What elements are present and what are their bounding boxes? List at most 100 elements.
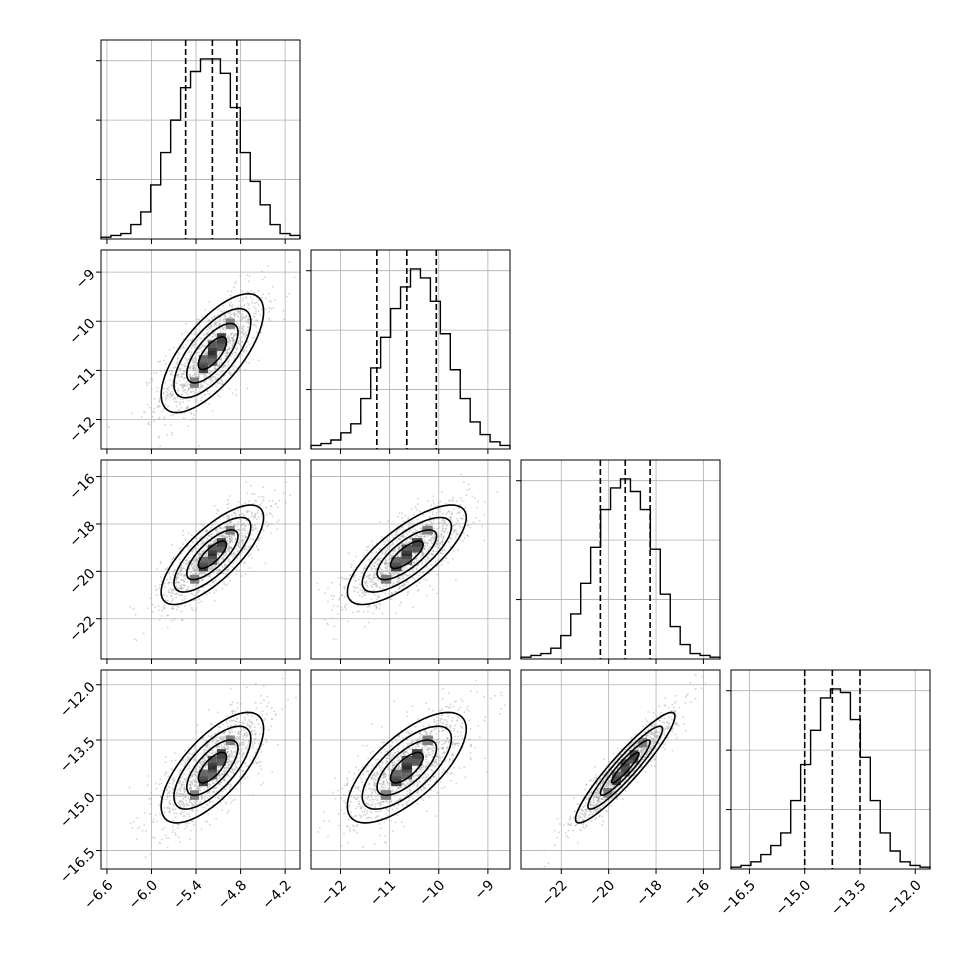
scatter-point (214, 565, 217, 568)
scatter-point (226, 572, 229, 575)
scatter-point (207, 735, 210, 737)
scatter-point (273, 710, 276, 713)
scatter-point (238, 330, 241, 332)
scatter-point (208, 823, 211, 826)
scatter-point (257, 509, 260, 512)
scatter-point (170, 414, 173, 417)
scatter-point (401, 566, 404, 569)
scatter-point (233, 313, 236, 316)
scatter-point (265, 297, 267, 300)
scatter-point (432, 502, 435, 505)
scatter-point (213, 367, 216, 370)
scatter-point (216, 746, 218, 749)
scatter-point (231, 365, 234, 368)
scatter-point (202, 750, 205, 752)
contour-0 (197, 335, 228, 371)
scatter-point (356, 587, 359, 589)
scatter-point (231, 344, 234, 347)
scatter-point (206, 339, 209, 342)
scatter-point (208, 319, 211, 322)
scatter-point (333, 625, 336, 628)
scatter-point (462, 514, 465, 517)
scatter-point (236, 528, 239, 531)
scatter-point (177, 373, 180, 376)
scatter-point (202, 542, 205, 544)
scatter-point (212, 375, 215, 378)
scatter-point (350, 563, 353, 566)
scatter-point (250, 290, 252, 293)
scatter-point (232, 562, 234, 564)
scatter-point (448, 541, 451, 543)
scatter-point (175, 585, 178, 588)
scatter-point (207, 796, 209, 799)
scatter-point (397, 547, 400, 549)
scatter-point (335, 638, 337, 641)
scatter-point (251, 301, 254, 304)
scatter-point (267, 522, 270, 525)
scatter-point (213, 599, 216, 602)
scatter-point (372, 545, 374, 547)
scatter-point (483, 513, 486, 516)
scatter-point (187, 399, 190, 402)
scatter-point (431, 588, 434, 591)
scatter-point (226, 354, 229, 357)
scatter-point (259, 537, 262, 539)
scatter-point (231, 565, 233, 568)
scatter-point (242, 333, 245, 336)
scatter-point (162, 606, 165, 609)
scatter-point (424, 558, 427, 561)
scatter-point (357, 591, 360, 594)
scatter-point (370, 598, 373, 601)
scatter-point (250, 731, 253, 733)
scatter-point (230, 553, 233, 556)
scatter-point (230, 332, 233, 335)
scatter-point (231, 701, 234, 703)
scatter-point (343, 586, 346, 588)
scatter-point (229, 579, 231, 582)
scatter-point (204, 401, 207, 404)
scatter-point (367, 604, 370, 607)
scatter-point (243, 529, 245, 532)
scatter-point (108, 426, 110, 429)
scatter-point (377, 559, 380, 561)
scatter-point (262, 529, 265, 532)
scatter-point (405, 574, 407, 576)
scatter-point (228, 517, 231, 520)
scatter-point (235, 721, 238, 723)
contour-1 (185, 322, 239, 384)
scatter-point (437, 517, 440, 520)
scatter-point (194, 392, 196, 395)
scatter-point (220, 358, 223, 361)
scatter-point (461, 526, 464, 529)
scatter-point (260, 783, 263, 786)
scatter-point (419, 510, 421, 513)
scatter-point (166, 846, 169, 849)
scatter-point (268, 292, 270, 295)
scatter-point (228, 560, 231, 563)
scatter-point (397, 555, 399, 557)
scatter-point (183, 777, 186, 780)
scatter-point (354, 574, 357, 577)
scatter-point (140, 416, 143, 418)
scatter-point (214, 520, 217, 523)
scatter-point (243, 514, 246, 517)
scatter-point (229, 495, 231, 497)
scatter-point (473, 496, 476, 499)
scatter-point (221, 587, 224, 590)
scatter-point (278, 519, 280, 522)
contour-1 (185, 529, 239, 581)
scatter-point (397, 538, 400, 540)
scatter-point (343, 606, 346, 609)
scatter-point (360, 559, 362, 562)
scatter-point (235, 333, 237, 335)
scatter-point (223, 314, 226, 317)
scatter-point (175, 795, 177, 798)
scatter-point (185, 381, 188, 383)
scatter-point (243, 534, 246, 537)
scatter-point (143, 812, 146, 814)
scatter-point (362, 610, 365, 613)
scatter-point (393, 571, 396, 574)
scatter-point (193, 369, 196, 372)
scatter-point (283, 318, 285, 321)
scatter-point (257, 507, 259, 510)
